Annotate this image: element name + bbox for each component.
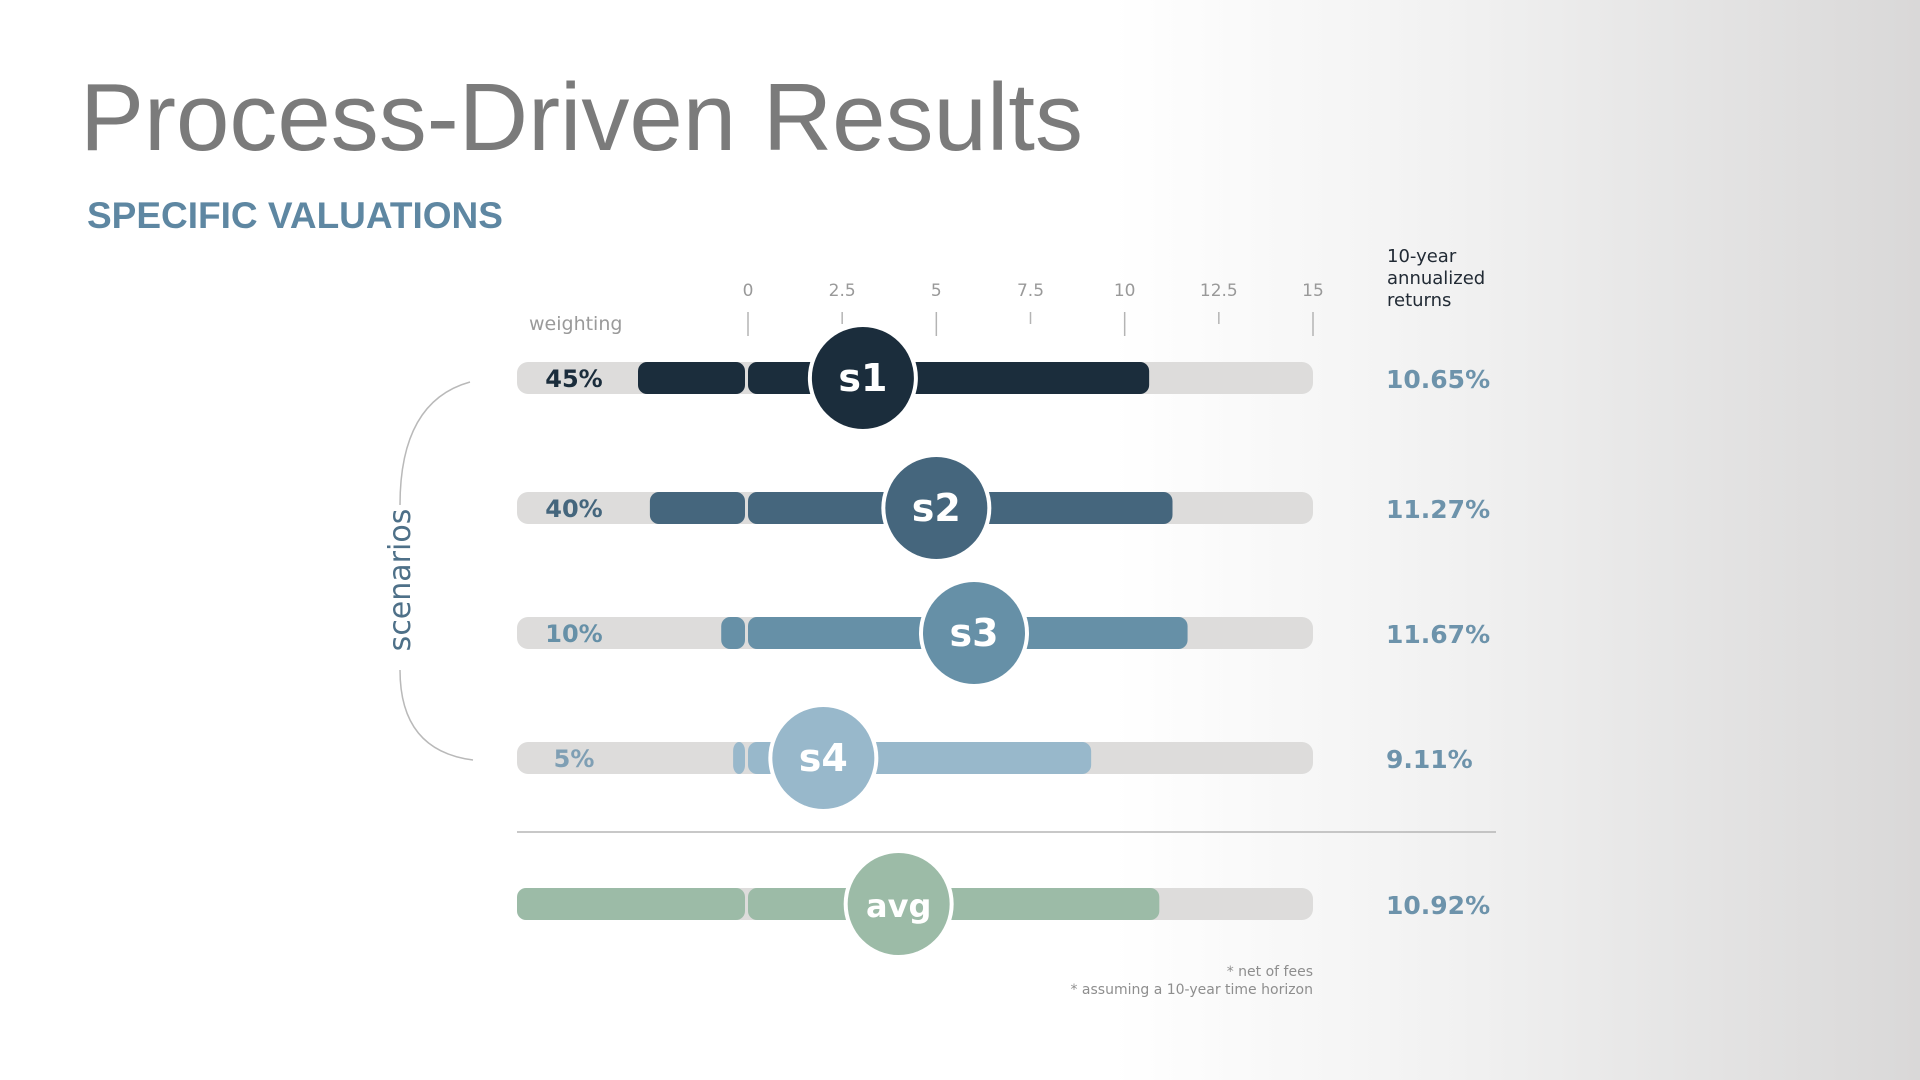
weighting-bar (733, 742, 745, 774)
scenario-marker (923, 582, 1025, 684)
return-value: 11.67% (1386, 620, 1490, 649)
axis-tick-label: 12.5 (1200, 281, 1238, 301)
weighting-header: weighting (529, 313, 622, 335)
weighting-value: 45% (545, 365, 602, 393)
return-value: 9.11% (1386, 745, 1473, 774)
axis-tick-label: 15 (1302, 281, 1324, 301)
scenario-marker-label: s2 (912, 486, 961, 530)
scenario-marker-label: s4 (799, 736, 848, 780)
returns-header-line: annualized (1387, 268, 1485, 289)
axis-tick-label: 10 (1114, 281, 1136, 301)
axis-tick-label: 7.5 (1017, 281, 1044, 301)
page-title: Process-Driven Results (80, 64, 1083, 171)
axis-tick-label: 0 (743, 281, 754, 301)
weighting-value: 10% (545, 620, 602, 648)
weighting-bar (649, 492, 745, 524)
footnote: * net of fees (1227, 964, 1313, 980)
scenario-marker-label: s3 (949, 611, 998, 655)
footnote: * assuming a 10-year time horizon (1070, 982, 1313, 998)
axis-tick-label: 2.5 (829, 281, 856, 301)
page-subtitle: SPECIFIC VALUATIONS (87, 195, 503, 236)
return-value: 10.92% (1386, 891, 1490, 920)
return-value: 11.27% (1386, 495, 1490, 524)
scenario-marker (772, 707, 875, 809)
scenario-marker (847, 853, 950, 955)
brace-bottom (399, 669, 474, 761)
returns-header-line: 10-year (1387, 246, 1457, 267)
weighting-bar (721, 617, 745, 649)
scenario-marker-label: avg (866, 887, 931, 925)
scenarios-label: scenarios (383, 509, 418, 652)
return-value: 10.65% (1386, 365, 1490, 394)
axis-tick-label: 5 (931, 281, 942, 301)
weighting-value: 5% (554, 745, 595, 773)
weighting-bar (517, 888, 745, 920)
scenario-marker-label: s1 (838, 356, 887, 400)
scenario-marker (885, 457, 988, 559)
weighting-value: 40% (545, 495, 602, 523)
weighting-bar (638, 362, 745, 394)
brace-top (399, 381, 471, 506)
returns-header-line: returns (1387, 290, 1451, 311)
scenario-marker (811, 327, 914, 429)
